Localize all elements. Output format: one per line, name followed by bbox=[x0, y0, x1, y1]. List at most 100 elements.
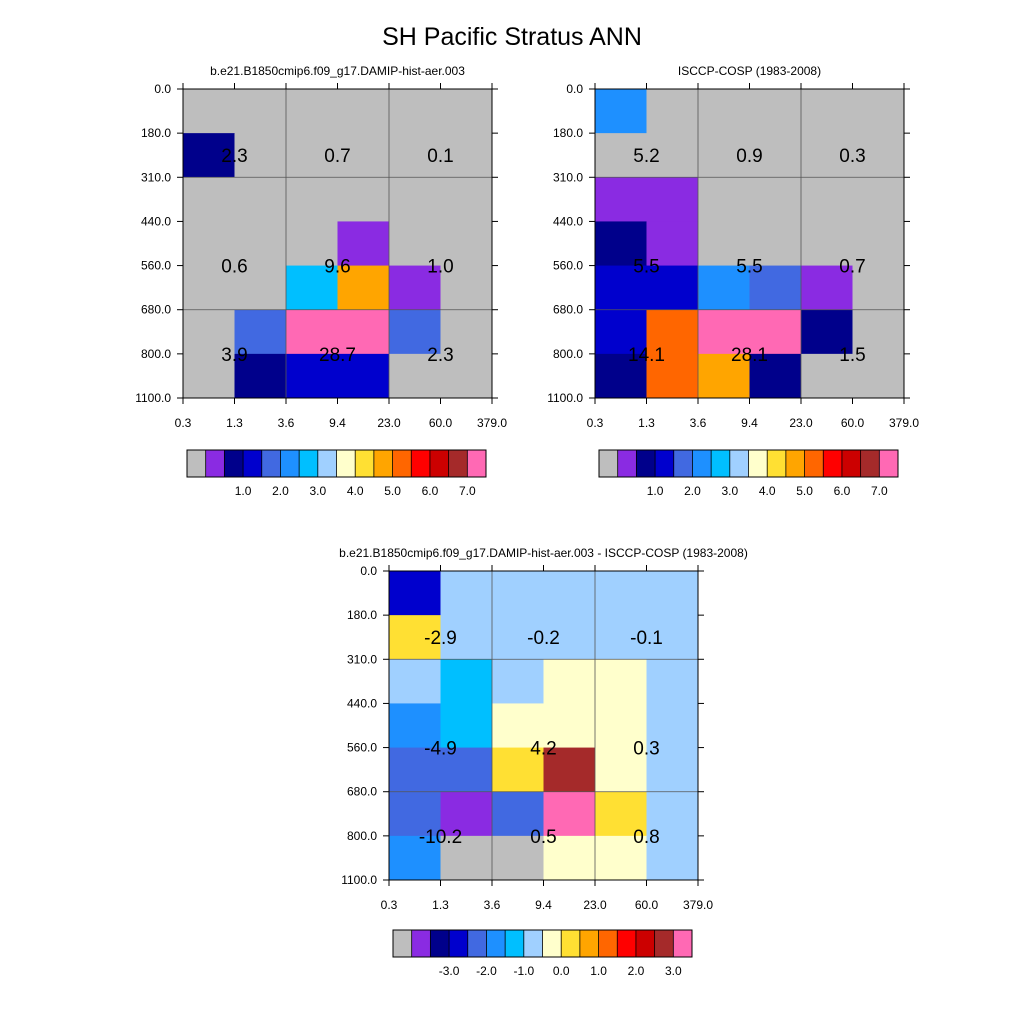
summary-value: -4.9 bbox=[424, 739, 457, 760]
heatmap-cell bbox=[234, 177, 287, 222]
colorbar-label: 6.0 bbox=[834, 484, 851, 498]
heatmap-cell bbox=[801, 221, 853, 267]
colorbar-swatch bbox=[711, 450, 731, 477]
summary-value: 2.3 bbox=[221, 146, 247, 167]
summary-value: 28.7 bbox=[319, 345, 356, 366]
colorbar-swatch bbox=[860, 450, 880, 477]
heatmap-cell bbox=[543, 747, 596, 793]
colorbar-swatch bbox=[467, 930, 487, 957]
colorbar-label: 4.0 bbox=[759, 484, 776, 498]
heatmap-cell bbox=[389, 89, 441, 134]
heatmap-cell bbox=[595, 571, 647, 616]
heatmap-cell bbox=[337, 89, 390, 134]
panel-title: ISCCP-COSP (1983-2008) bbox=[678, 64, 821, 78]
colorbar-swatch bbox=[523, 930, 543, 957]
heatmap-cell bbox=[440, 659, 493, 704]
heatmap-cell bbox=[749, 353, 802, 399]
heatmap-cell bbox=[595, 791, 647, 837]
heatmap-cell bbox=[286, 353, 338, 399]
y-tick-label: 180.0 bbox=[553, 126, 583, 140]
panel-3: b.e21.B1850cmip6.f09_g17.DAMIP-hist-aer.… bbox=[339, 546, 748, 978]
summary-value: -0.2 bbox=[527, 628, 560, 649]
heatmap-cell bbox=[183, 177, 235, 222]
heatmap-cell bbox=[440, 791, 493, 837]
heatmap-cell bbox=[595, 265, 647, 311]
colorbar-swatch bbox=[617, 450, 637, 477]
x-tick-label: 1.3 bbox=[432, 898, 449, 912]
colorbar-frame bbox=[598, 449, 899, 478]
colorbar-swatch bbox=[841, 450, 862, 477]
heatmap-cell bbox=[286, 221, 338, 267]
colorbar-label: 5.0 bbox=[796, 484, 813, 498]
heatmap-cell bbox=[440, 703, 493, 749]
y-tick-label: 310.0 bbox=[347, 652, 377, 666]
heatmap-cell bbox=[440, 309, 493, 355]
heatmap-cell bbox=[234, 265, 287, 311]
summary-value: 9.6 bbox=[324, 257, 350, 278]
heatmap-cell bbox=[698, 221, 750, 267]
summary-value: 3.9 bbox=[221, 345, 247, 366]
heatmap-cell bbox=[183, 353, 235, 399]
heatmap-cell bbox=[646, 703, 699, 749]
y-tick-label: 1100.0 bbox=[135, 391, 171, 405]
y-tick-label: 180.0 bbox=[141, 126, 171, 140]
colorbar-swatch bbox=[617, 930, 637, 957]
heatmap-cell bbox=[389, 309, 441, 355]
heatmap-cell bbox=[595, 221, 647, 267]
summary-value: 2.3 bbox=[427, 345, 453, 366]
x-tick-label: 379.0 bbox=[683, 898, 713, 912]
colorbar: 1.0 2.0 3.0 4.0 5.0 6.0 7.0 bbox=[598, 449, 899, 498]
heatmap-cell bbox=[749, 309, 802, 355]
x-tick-label: 3.6 bbox=[484, 898, 501, 912]
summary-value: 5.5 bbox=[736, 257, 762, 278]
heatmap-cell bbox=[852, 177, 905, 222]
heatmap-cell bbox=[698, 177, 750, 222]
heatmap-cell bbox=[337, 309, 390, 355]
colorbar-swatch bbox=[785, 450, 805, 477]
x-tick-label: 9.4 bbox=[329, 416, 346, 430]
heatmap-cell bbox=[543, 703, 596, 749]
colorbar-label: 7.0 bbox=[871, 484, 888, 498]
heatmap-cell bbox=[389, 747, 441, 793]
heatmap-cell bbox=[183, 309, 235, 355]
y-tick-label: 440.0 bbox=[141, 214, 171, 228]
heatmap-cell bbox=[440, 835, 493, 881]
colorbar-swatch bbox=[411, 450, 431, 477]
heatmap-cell bbox=[543, 615, 596, 660]
heatmap-cell bbox=[492, 703, 544, 749]
y-tick-label: 180.0 bbox=[347, 608, 377, 622]
x-tick-label: 60.0 bbox=[635, 898, 659, 912]
heatmap-cell bbox=[852, 221, 905, 267]
heatmap-cell bbox=[595, 615, 647, 660]
colorbar-swatch bbox=[280, 450, 300, 477]
colorbar-swatch bbox=[635, 930, 656, 957]
colorbar-label: 3.0 bbox=[665, 964, 682, 978]
y-tick-label: 680.0 bbox=[141, 303, 171, 317]
colorbar-swatch bbox=[579, 930, 599, 957]
y-tick-label: 0.0 bbox=[360, 564, 377, 578]
y-tick-label: 310.0 bbox=[553, 170, 583, 184]
colorbar-swatch bbox=[205, 450, 225, 477]
colorbar-label: 2.0 bbox=[272, 484, 289, 498]
heatmap-cell bbox=[440, 571, 493, 616]
heatmap-cell bbox=[440, 89, 493, 134]
heatmap-cell bbox=[646, 747, 699, 793]
heatmap-cell bbox=[646, 309, 699, 355]
x-tick-label: 9.4 bbox=[535, 898, 552, 912]
colorbar-label: 0.0 bbox=[553, 964, 570, 978]
heatmap-cell bbox=[852, 89, 905, 134]
panel-title: b.e21.B1850cmip6.f09_g17.DAMIP-hist-aer.… bbox=[210, 64, 465, 78]
heatmap-cell bbox=[646, 265, 699, 311]
heatmap-cell bbox=[337, 353, 390, 399]
heatmap-cell bbox=[440, 615, 493, 660]
heatmap-cell bbox=[698, 265, 750, 311]
heatmap-cell bbox=[749, 221, 802, 267]
colorbar-label: 2.0 bbox=[684, 484, 701, 498]
heatmap-cell bbox=[389, 221, 441, 267]
heatmap-cell bbox=[646, 221, 699, 267]
colorbar: -3.0 -2.0 -1.0 0.0 1.0 2.0 3.0 bbox=[392, 929, 693, 978]
heatmap-cell bbox=[389, 703, 441, 749]
colorbar-label: 1.0 bbox=[235, 484, 252, 498]
heatmap-cell bbox=[389, 571, 441, 616]
summary-value: 14.1 bbox=[628, 345, 665, 366]
